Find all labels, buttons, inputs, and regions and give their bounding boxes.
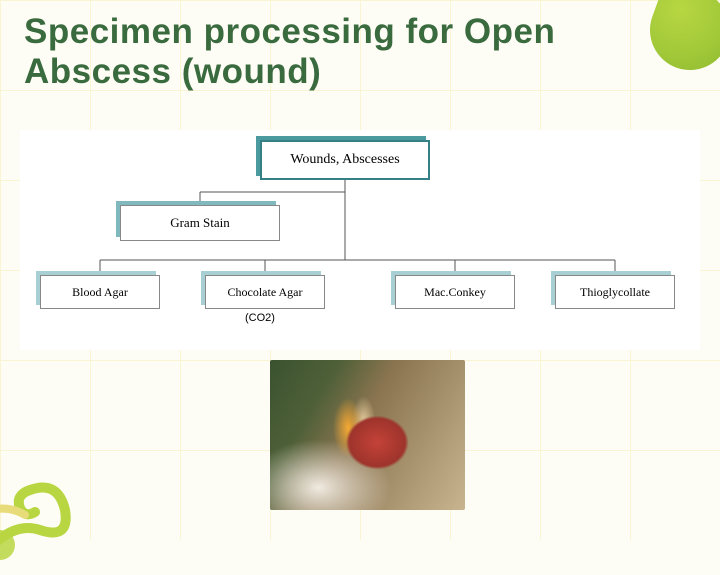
thioglycollate-label: Thioglycollate	[580, 285, 650, 300]
flowchart-diagram: Wounds, Abscesses Gram Stain Blood Agar …	[20, 130, 700, 350]
macconkey-node: Mac.Conkey	[395, 275, 515, 309]
root-label: Wounds, Abscesses	[290, 152, 399, 168]
decorative-swirl-corner	[0, 420, 120, 570]
gram-label: Gram Stain	[170, 215, 230, 231]
blood-agar-label: Blood Agar	[72, 285, 128, 300]
lab-culture-photo	[270, 360, 465, 510]
slide-title: Specimen processing for Open Abscess (wo…	[24, 12, 680, 93]
chocolate-agar-node: Chocolate Agar	[205, 275, 325, 309]
photo-illustration	[270, 360, 465, 510]
macconkey-label: Mac.Conkey	[424, 285, 486, 300]
blood-agar-node: Blood Agar	[40, 275, 160, 309]
root-node: Wounds, Abscesses	[260, 140, 430, 180]
thioglycollate-node: Thioglycollate	[555, 275, 675, 309]
chocolate-agar-label: Chocolate Agar	[228, 285, 303, 300]
co2-note: (CO2)	[245, 312, 275, 324]
gram-stain-node: Gram Stain	[120, 205, 280, 241]
